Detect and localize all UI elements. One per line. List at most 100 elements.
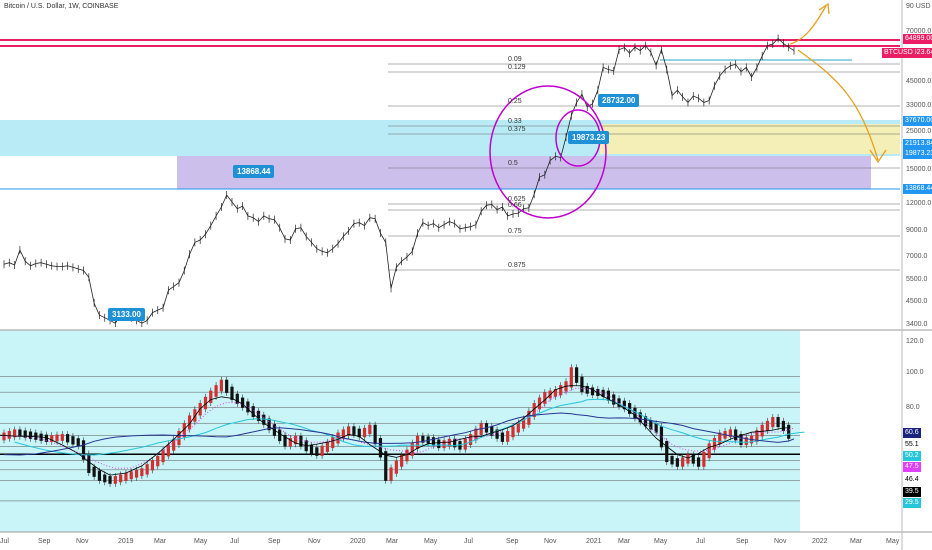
osc-candle: [108, 476, 112, 484]
osc-candle: [134, 469, 139, 478]
time-tick-label: 2019: [118, 538, 134, 545]
osc-candle: [240, 397, 245, 408]
osc-tick-label: 120.0: [906, 338, 924, 345]
osc-candle: [421, 435, 425, 443]
osc-candle: [739, 434, 743, 445]
osc-candle: [34, 432, 38, 440]
osc-candle: [537, 397, 542, 410]
osc-candle: [622, 400, 626, 410]
time-tick-label: Sep: [268, 538, 281, 545]
osc-candle: [325, 441, 330, 452]
osc-candle: [649, 420, 653, 430]
osc-candle: [394, 460, 398, 474]
time-tick-label: 2021: [586, 538, 602, 545]
osc-candle: [755, 430, 759, 442]
osc-candle: [654, 423, 658, 433]
osc-candle: [341, 429, 345, 439]
osc-candle: [606, 390, 611, 401]
osc-candle: [686, 454, 690, 464]
time-tick-label: Nov: [544, 538, 557, 545]
fib-label: 0.625: [508, 196, 526, 203]
price-badge: 64899.00: [903, 34, 932, 44]
osc-band-line: [0, 385, 789, 476]
osc-candle: [580, 376, 584, 393]
osc-candle: [490, 426, 494, 436]
price-tick-label: 3400.0: [906, 321, 928, 328]
time-tick-label: May: [654, 538, 668, 545]
osc-candle: [643, 416, 648, 427]
osc-candle: [511, 426, 515, 438]
osc-candle: [601, 389, 605, 397]
osc-candle: [675, 458, 679, 467]
osc-candle: [702, 451, 706, 467]
osc-badge: 39.5: [903, 487, 921, 497]
osc-candle: [712, 437, 717, 450]
osc-candle: [781, 420, 785, 431]
osc-candle: [28, 431, 33, 439]
price-callout: 19873.23: [568, 131, 610, 144]
price-badge: 37670.00: [903, 116, 932, 126]
fib-label: 0.09: [508, 56, 522, 63]
price-callout: 3133.00: [108, 308, 145, 321]
osc-candle: [71, 436, 75, 445]
osc-candle: [760, 424, 764, 437]
osc-candle: [55, 434, 59, 442]
time-tick-label: Sep: [736, 538, 749, 545]
osc-candle: [331, 437, 335, 449]
osc-candle: [347, 426, 351, 436]
price-callout: 28732.00: [598, 94, 640, 107]
time-tick-label: May: [194, 538, 208, 545]
osc-candle: [389, 467, 393, 481]
osc-badge: 29.5: [903, 498, 921, 508]
osc-candle: [734, 429, 738, 441]
price-badge: 21913.84: [903, 139, 932, 149]
osc-ma-line: [14, 398, 805, 456]
osc-candle: [495, 429, 499, 439]
osc-candle: [309, 444, 314, 454]
time-tick-label: Nov: [308, 538, 321, 545]
time-tick-label: Jul: [464, 538, 473, 545]
osc-candle: [278, 429, 282, 442]
osc-candle: [320, 445, 324, 456]
osc-candle: [145, 464, 149, 475]
osc-candle: [182, 423, 186, 438]
osc-candle: [628, 403, 632, 414]
osc-candle: [659, 426, 664, 448]
osc-candle: [400, 455, 404, 467]
osc-candle: [437, 439, 441, 449]
price-tick-label: 4500.0: [906, 298, 928, 305]
osc-candle: [156, 455, 160, 467]
osc-candle: [315, 447, 319, 456]
price-tick-label: 7000.0: [906, 253, 928, 260]
price-tick-label: 25000.0: [906, 128, 932, 135]
osc-candle: [458, 441, 462, 450]
price-badge: 19873.23: [903, 149, 932, 159]
projection-arrow-down: [797, 49, 879, 161]
hand-circle-outer: [489, 85, 607, 219]
osc-candle: [506, 431, 510, 442]
osc-candle: [776, 417, 780, 428]
price-tick-label: 12000.0: [906, 200, 932, 207]
osc-candle: [590, 387, 595, 396]
osc-badge: 55.1: [903, 440, 921, 450]
osc-candle: [283, 434, 287, 447]
projection-arrowhead-down: [869, 149, 887, 164]
osc-candle: [97, 470, 102, 481]
chart-title: Bitcoin / U.S. Dollar, 1W, COINBASE: [4, 3, 119, 10]
osc-candle: [256, 410, 261, 421]
osc-candle: [532, 403, 536, 418]
time-tick-label: Mar: [850, 538, 863, 545]
osc-candle: [368, 424, 372, 435]
osc-candle: [468, 434, 473, 445]
osc-candle: [235, 393, 239, 404]
osc-candle: [187, 415, 192, 430]
osc-candle: [527, 410, 531, 425]
price-tick-label: 70000.0: [906, 28, 932, 35]
osc-candle: [66, 434, 70, 443]
osc-candle: [76, 438, 80, 447]
osc-candle: [299, 435, 303, 447]
osc-candle: [670, 455, 674, 465]
time-tick-label: 2022: [812, 538, 828, 545]
time-tick-label: Jul: [230, 538, 239, 545]
